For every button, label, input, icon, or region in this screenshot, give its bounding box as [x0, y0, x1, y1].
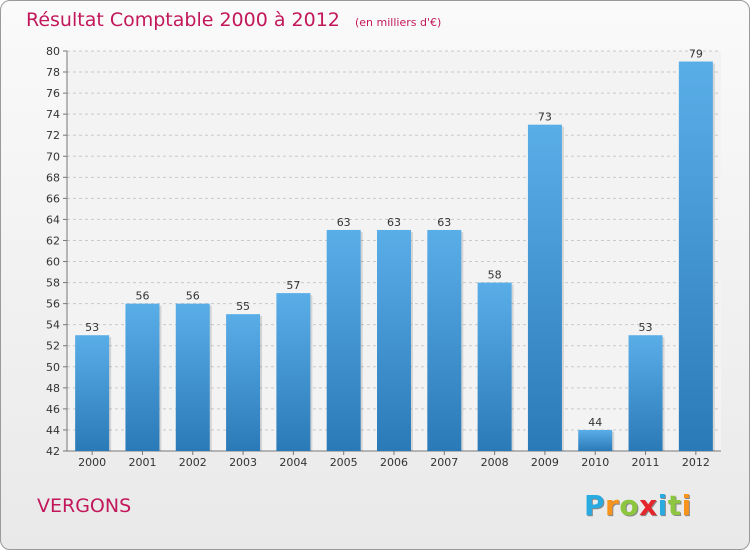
y-tick-label: 76: [46, 87, 60, 100]
logo-letter: i: [657, 489, 668, 522]
data-label-2008: 58: [488, 269, 502, 282]
y-tick-label: 78: [46, 66, 60, 79]
data-label-2010: 44: [588, 416, 602, 429]
proxiti-logo: Proxiti: [584, 489, 692, 522]
bar-2000: [75, 335, 110, 451]
x-tick-label: 2009: [531, 456, 559, 469]
bar-2008: [477, 282, 512, 451]
chart-subtitle: (en milliers d'€): [354, 16, 442, 29]
data-label-2001: 56: [135, 290, 149, 303]
y-tick-label: 60: [46, 256, 60, 269]
y-tick-label: 70: [46, 150, 60, 163]
data-label-2006: 63: [387, 216, 401, 229]
y-tick-label: 72: [46, 129, 60, 142]
logo-letter: t: [667, 489, 682, 522]
y-tick-label: 64: [46, 213, 60, 226]
logo-letter: P: [584, 489, 606, 522]
x-tick-label: 2002: [179, 456, 207, 469]
x-tick-label: 2012: [682, 456, 710, 469]
y-tick-label: 46: [46, 403, 60, 416]
x-tick-label: 2005: [330, 456, 358, 469]
x-tick-label: 2004: [279, 456, 307, 469]
x-tick-label: 2003: [229, 456, 257, 469]
bar-2009: [527, 124, 562, 452]
y-tick-label: 66: [46, 192, 60, 205]
x-tick-label: 2011: [632, 456, 660, 469]
y-tick-label: 56: [46, 298, 60, 311]
logo-letter: o: [619, 489, 640, 522]
y-tick-label: 74: [46, 108, 60, 121]
bar-2006: [377, 229, 411, 451]
bar-2007: [427, 229, 462, 451]
x-tick-label: 2008: [481, 456, 509, 469]
x-tick-label: 2000: [78, 456, 106, 469]
bar-2011: [628, 335, 663, 451]
x-tick-label: 2010: [581, 456, 609, 469]
y-tick-label: 42: [46, 445, 60, 458]
logo-letter: r: [605, 489, 620, 522]
bar-2002: [175, 303, 210, 451]
x-tick-label: 2006: [380, 456, 408, 469]
y-tick-label: 52: [46, 340, 60, 353]
chart-title: Résultat Comptable 2000 à 2012: [26, 9, 340, 31]
chart-title-block: Résultat Comptable 2000 à 2012 (en milli…: [26, 9, 441, 31]
x-tick-label: 2001: [128, 456, 156, 469]
bar-2004: [276, 293, 311, 451]
y-tick-label: 54: [46, 319, 60, 332]
data-label-2004: 57: [286, 279, 300, 292]
data-label-2005: 63: [337, 216, 351, 229]
bar-2010: [578, 429, 613, 451]
data-label-2012: 79: [689, 48, 703, 61]
data-label-2002: 56: [186, 290, 200, 303]
data-label-2009: 73: [538, 111, 552, 124]
data-label-2000: 53: [85, 321, 99, 334]
y-tick-label: 48: [46, 382, 60, 395]
bars: [75, 61, 715, 452]
data-label-2007: 63: [437, 216, 451, 229]
commune-name: VERGONS: [37, 495, 132, 517]
x-tick-label: 2007: [430, 456, 458, 469]
bar-2003: [226, 314, 261, 451]
bar-2012: [678, 61, 713, 452]
logo-letter: i: [681, 489, 692, 522]
y-tick-label: 62: [46, 234, 60, 247]
y-tick-label: 50: [46, 361, 60, 374]
logo-letter: x: [639, 489, 658, 522]
data-labels: 53 56 56 55 57 63 63 63 58 73 44 53 79: [85, 48, 703, 429]
y-tick-label: 44: [46, 424, 60, 437]
y-tick-label: 80: [46, 45, 60, 58]
data-label-2003: 55: [236, 300, 250, 313]
y-tick-label: 58: [46, 277, 60, 290]
y-tick-label: 68: [46, 171, 60, 184]
bar-2001: [125, 303, 160, 451]
bar-2005: [326, 229, 361, 451]
data-label-2011: 53: [639, 321, 653, 334]
